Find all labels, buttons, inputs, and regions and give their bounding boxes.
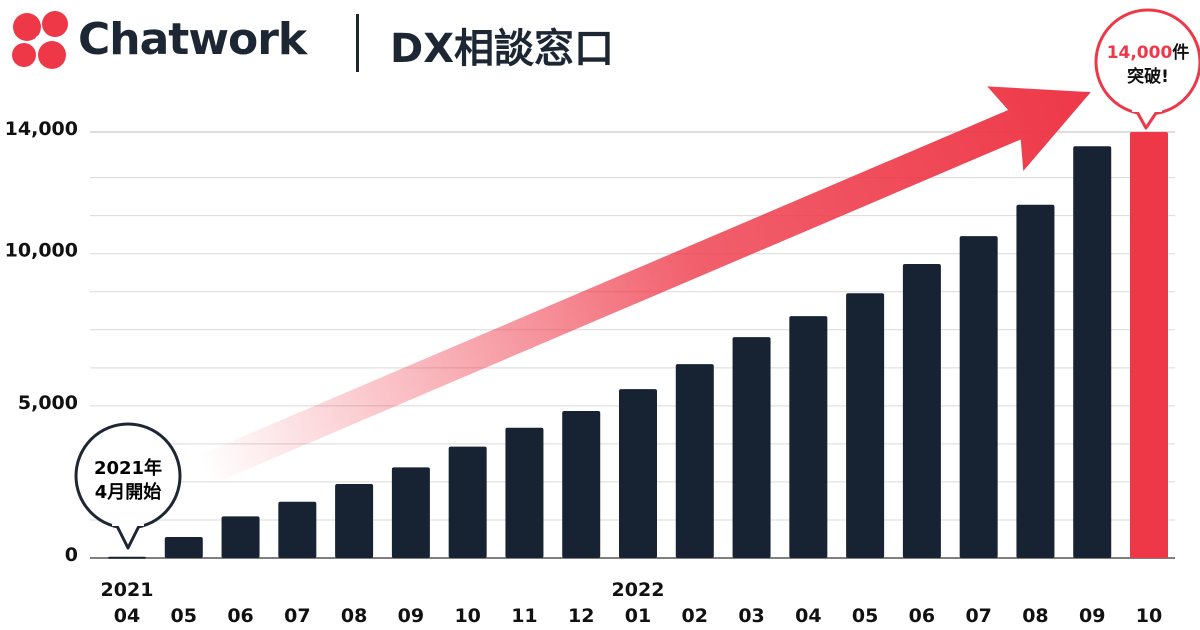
y-tick-label: 5,000 (18, 392, 78, 414)
x-tick-label: 04 (114, 605, 140, 627)
bar-7 (505, 427, 544, 558)
x-tick-label: 08 (341, 605, 367, 627)
bar-5 (391, 467, 430, 558)
x-tick-label: 01 (625, 605, 651, 627)
header-divider (356, 14, 359, 72)
end-callout-number: 14,000 (1107, 43, 1173, 63)
x-tick-label: 12 (568, 605, 594, 627)
bar-18 (1130, 132, 1168, 558)
x-year-label: 2021 (101, 579, 154, 601)
bar-16 (1016, 204, 1055, 558)
bar-9 (619, 389, 657, 558)
x-tick-label: 05 (171, 605, 197, 627)
growth-arrow (198, 86, 1091, 485)
bar-1 (164, 537, 203, 558)
bar-13 (846, 293, 885, 558)
bar-12 (789, 316, 828, 558)
y-tick-label: 0 (65, 544, 78, 566)
y-tick-label: 10,000 (5, 240, 78, 262)
x-tick-label: 04 (795, 605, 821, 627)
bar-11 (732, 337, 771, 558)
start-callout-line1: 2021年 (94, 457, 162, 479)
bar-17 (1073, 146, 1112, 558)
x-tick-label: 10 (1136, 605, 1162, 627)
x-year-label: 2022 (612, 579, 665, 601)
bar-14 (902, 264, 941, 558)
y-tick-label: 14,000 (5, 118, 78, 140)
start-callout-line2: 4月開始 (95, 481, 162, 503)
header-subtitle: DX相談窓口 (390, 26, 615, 72)
x-tick-label: 11 (511, 605, 537, 627)
x-tick-label: 05 (852, 605, 878, 627)
x-tick-label: 03 (738, 605, 764, 627)
x-tick-label: 09 (398, 605, 424, 627)
bar-8 (562, 411, 601, 558)
x-tick-label: 07 (965, 605, 991, 627)
x-tick-label: 02 (682, 605, 708, 627)
bar-3 (278, 501, 317, 558)
end-callout-suffix: 件 (1172, 42, 1189, 63)
x-tick-label: 09 (1079, 605, 1105, 627)
x-tick-label: 06 (909, 605, 935, 627)
bar-10 (675, 364, 714, 558)
bar-0 (108, 556, 146, 559)
bar-2 (221, 516, 260, 558)
x-tick-label: 08 (1022, 605, 1048, 627)
start-callout: 2021年 4月開始 (74, 422, 182, 550)
end-callout-line1: 14,000件 (1107, 42, 1190, 63)
x-tick-label: 06 (227, 605, 253, 627)
end-callout: 14,000件 突破! (1094, 8, 1200, 130)
brand-name: Chatwork (78, 14, 307, 65)
bar-4 (335, 484, 374, 558)
bar-6 (448, 446, 487, 558)
x-tick-label: 07 (284, 605, 310, 627)
end-callout-line2: 突破! (1127, 66, 1169, 87)
bar-15 (959, 236, 998, 558)
chatwork-logo-icon (12, 11, 68, 69)
x-tick-label: 10 (454, 605, 480, 627)
